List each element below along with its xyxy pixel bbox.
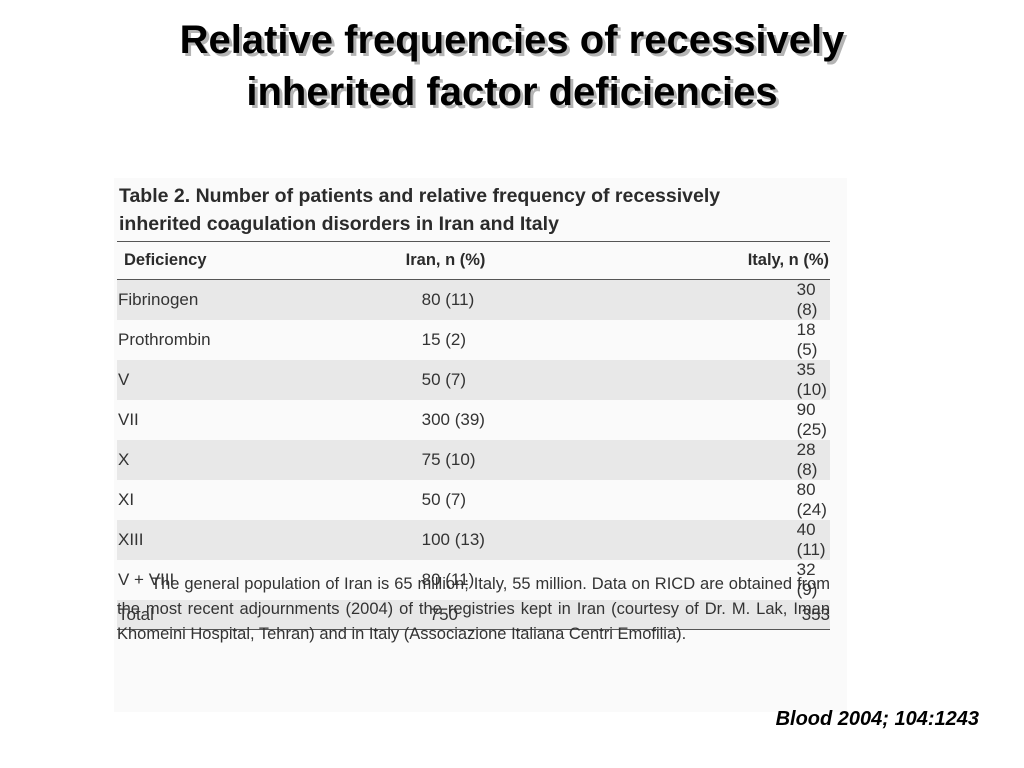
cell-iran: 50 (7) — [421, 490, 467, 509]
table-row: Prothrombin 15 (2) 18 (5) — [117, 320, 830, 360]
cell-iran: 750 — [429, 604, 459, 624]
cell-deficiency: Total — [118, 604, 154, 624]
cell-deficiency: XI — [118, 490, 135, 509]
header-deficiency: Deficiency — [124, 251, 207, 269]
slide-title-line-2: inherited factor deficiencies — [246, 70, 778, 114]
cell-deficiency: VII — [118, 410, 139, 429]
table-figure: Table 2. Number of patients and relative… — [114, 178, 847, 712]
cell-italy: 18 (5) — [796, 320, 818, 359]
table-caption-line-1: Table 2. Number of patients and relative… — [119, 185, 721, 207]
cell-deficiency: X — [118, 450, 130, 469]
table-header-row: Deficiency Iran, n (%) Italy, n (%) — [117, 241, 830, 280]
cell-italy: 90 (25) — [796, 400, 827, 439]
cell-italy: 32 (9) — [796, 560, 818, 599]
cell-iran: 50 (7) — [421, 370, 467, 389]
header-iran: Iran, n (%) — [405, 251, 486, 269]
table-caption-line-2: inherited coagulation disorders in Iran … — [119, 213, 559, 235]
table-row: XI 50 (7) 80 (24) — [117, 480, 830, 520]
frequency-table: Deficiency Iran, n (%) Italy, n (%) Fibr… — [117, 241, 830, 630]
table-row: V 50 (7) 35 (10) — [117, 360, 830, 400]
slide-title: Relative frequencies of recessively inhe… — [0, 14, 1024, 118]
cell-italy: 353 — [801, 604, 830, 624]
cell-deficiency: Prothrombin — [118, 330, 211, 349]
header-italy: Italy, n (%) — [747, 251, 829, 269]
table-row: XIII 100 (13) 40 (11) — [117, 520, 830, 560]
cell-italy: 40 (11) — [796, 520, 826, 559]
cell-deficiency: XIII — [118, 530, 144, 549]
table-row: V + VIII 80 (11) 32 (9) — [117, 560, 830, 600]
cell-iran: 100 (13) — [421, 530, 485, 549]
table-row: Fibrinogen 80 (11) 30 (8) — [117, 279, 830, 320]
cell-italy: 28 (8) — [796, 440, 818, 479]
cell-iran: 15 (2) — [421, 330, 467, 349]
slide-title-line-1: Relative frequencies of recessively — [179, 18, 845, 62]
cell-deficiency: Fibrinogen — [118, 290, 199, 309]
cell-italy: 35 (10) — [796, 360, 827, 399]
table-caption: Table 2. Number of patients and relative… — [119, 182, 834, 238]
cell-deficiency: V — [118, 370, 130, 389]
table-footnote: The general population of Iran is 65 mil… — [117, 575, 830, 643]
cell-deficiency: V + VIII — [118, 570, 175, 589]
cell-iran: 80 (11) — [421, 570, 475, 589]
table-row: X 75 (10) 28 (8) — [117, 440, 830, 480]
cell-iran: 80 (11) — [421, 290, 475, 309]
cell-iran: 300 (39) — [421, 410, 485, 429]
cell-italy: 30 (8) — [796, 280, 818, 319]
cell-iran: 75 (10) — [421, 450, 476, 469]
table-total-row: Total 750 353 — [117, 600, 830, 630]
table-row: VII 300 (39) 90 (25) — [117, 400, 830, 440]
cell-italy: 80 (24) — [796, 480, 827, 519]
citation: Blood 2004; 104:1243 — [775, 708, 979, 730]
